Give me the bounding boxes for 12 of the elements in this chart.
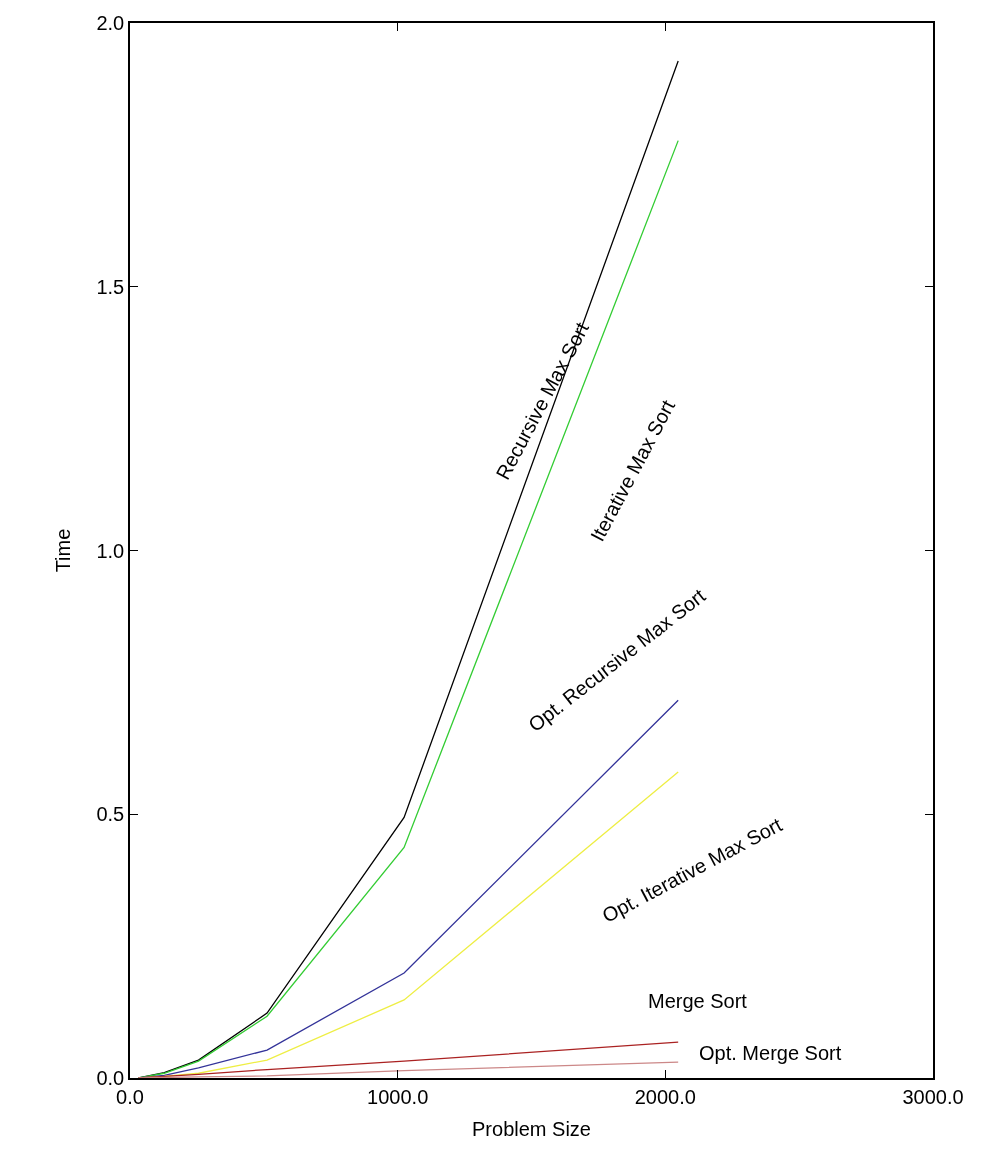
y-tick-label: 1.5 [96, 275, 125, 298]
x-tick-label: 3000.0 [902, 1085, 964, 1108]
y-tick-label: 2.0 [96, 12, 125, 34]
x-tick-label: 1000.0 [367, 1085, 429, 1108]
y-axis-title: Time [52, 528, 75, 573]
line-series [137, 1061, 679, 1078]
x-axis-title: Problem Size [472, 1117, 591, 1140]
x-tick-label: 2000.0 [634, 1085, 696, 1108]
series-label: Opt. Merge Sort [699, 1042, 842, 1064]
y-tick-label: 1.0 [96, 539, 125, 562]
series-label: Merge Sort [648, 990, 748, 1012]
y-tick-label: 0.5 [96, 803, 125, 826]
